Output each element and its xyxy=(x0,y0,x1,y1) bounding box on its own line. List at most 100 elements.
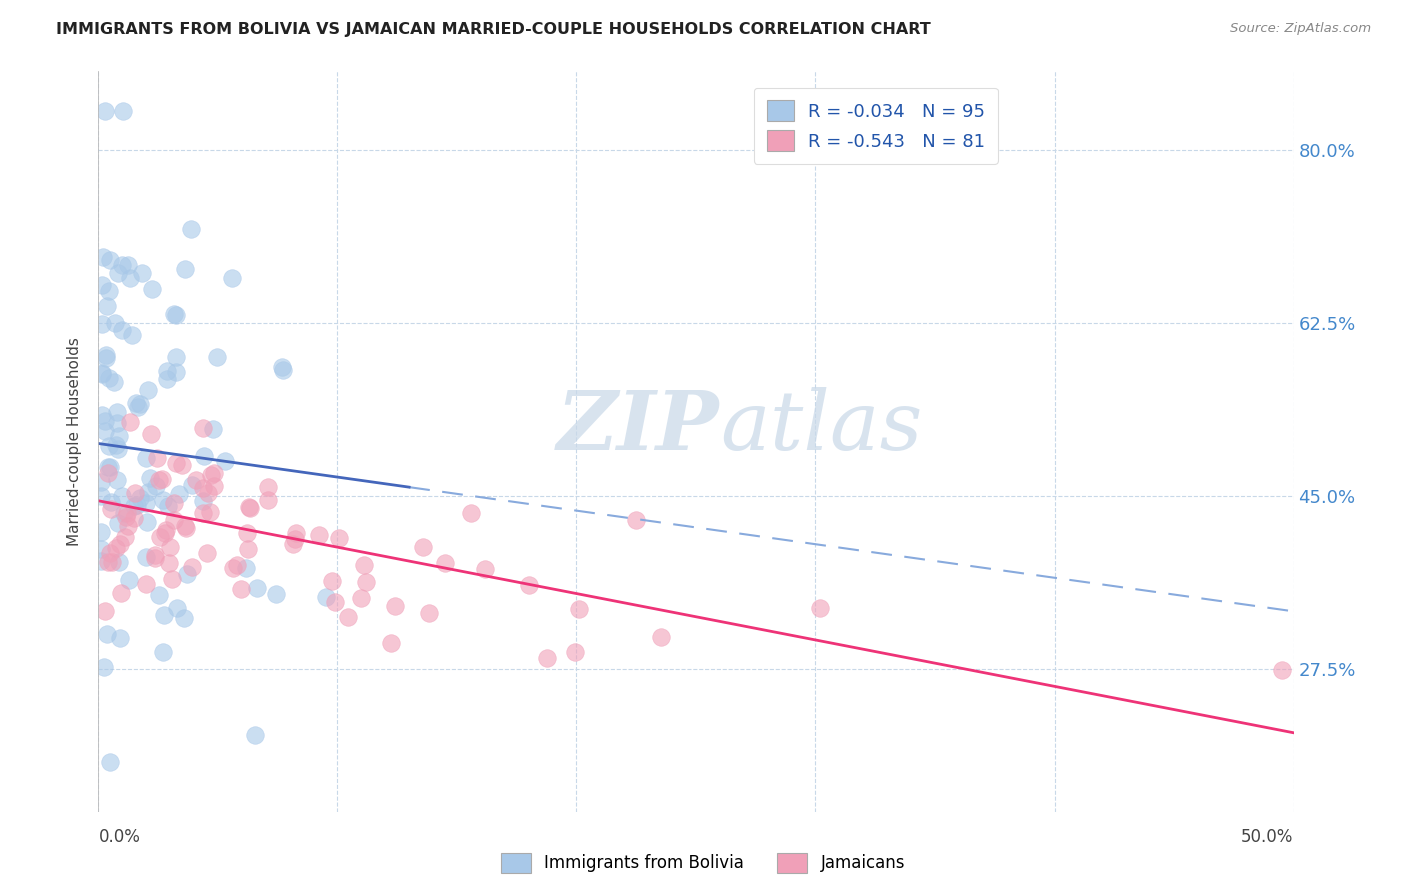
Point xyxy=(474,562,496,576)
Point xyxy=(97,460,120,475)
Point xyxy=(412,540,434,554)
Point xyxy=(90,317,112,331)
Point xyxy=(108,429,131,443)
Point xyxy=(174,519,197,533)
Point xyxy=(139,471,162,485)
Point xyxy=(174,521,197,535)
Point xyxy=(156,364,179,378)
Point xyxy=(105,473,128,487)
Point xyxy=(568,602,591,616)
Point xyxy=(239,501,262,516)
Point xyxy=(129,397,152,411)
Point xyxy=(104,438,127,452)
Text: 0.0%: 0.0% xyxy=(98,829,141,847)
Point xyxy=(323,595,346,609)
Point xyxy=(135,515,157,529)
Point xyxy=(100,555,122,569)
Point xyxy=(281,537,304,551)
Point xyxy=(433,556,456,570)
Point xyxy=(105,416,128,430)
Text: Source: ZipAtlas.com: Source: ZipAtlas.com xyxy=(1230,22,1371,36)
Point xyxy=(90,554,112,568)
Point xyxy=(98,459,121,474)
Point xyxy=(162,307,184,321)
Point xyxy=(236,526,259,541)
Point xyxy=(90,489,112,503)
Point xyxy=(103,375,125,389)
Point xyxy=(353,558,375,572)
Point xyxy=(97,555,120,569)
Point xyxy=(236,541,259,556)
Point xyxy=(271,363,294,377)
Point xyxy=(118,415,141,429)
Point xyxy=(128,491,150,505)
Point xyxy=(231,582,253,596)
Point xyxy=(136,383,159,397)
Point xyxy=(143,548,166,562)
Point xyxy=(131,266,153,280)
Point xyxy=(356,574,378,589)
Point xyxy=(808,601,831,615)
Point xyxy=(155,523,177,537)
Point xyxy=(150,472,173,486)
Point xyxy=(202,466,225,480)
Point xyxy=(135,577,157,591)
Point xyxy=(238,500,260,514)
Point xyxy=(180,560,202,574)
Point xyxy=(96,627,118,641)
Point xyxy=(257,492,280,507)
Point xyxy=(127,400,149,414)
Point xyxy=(163,495,186,509)
Point xyxy=(139,426,162,441)
Point xyxy=(91,367,114,381)
Point xyxy=(115,506,138,520)
Point xyxy=(148,473,170,487)
Point xyxy=(98,371,121,385)
Point xyxy=(108,537,131,551)
Point xyxy=(145,451,167,466)
Point xyxy=(418,606,440,620)
Point xyxy=(111,258,134,272)
Point xyxy=(271,359,294,374)
Point xyxy=(91,409,114,423)
Point xyxy=(193,506,215,520)
Point xyxy=(195,546,218,560)
Point xyxy=(214,453,236,467)
Point xyxy=(149,530,172,544)
Point xyxy=(235,560,257,574)
Point xyxy=(650,631,672,645)
Text: 50.0%: 50.0% xyxy=(1241,829,1294,847)
Point xyxy=(315,591,337,605)
Point xyxy=(91,250,114,264)
Text: ZIP: ZIP xyxy=(557,387,720,467)
Point xyxy=(93,660,115,674)
Point xyxy=(181,478,204,492)
Point xyxy=(165,456,187,470)
Point xyxy=(153,607,176,622)
Point xyxy=(135,451,157,466)
Point xyxy=(205,350,228,364)
Point xyxy=(107,442,129,456)
Point xyxy=(145,479,167,493)
Point xyxy=(115,510,138,524)
Point xyxy=(117,258,139,272)
Point xyxy=(221,271,243,285)
Point xyxy=(98,439,121,453)
Point xyxy=(173,611,195,625)
Point xyxy=(98,252,121,267)
Point xyxy=(122,511,145,525)
Point xyxy=(166,600,188,615)
Point xyxy=(180,222,202,236)
Point xyxy=(165,365,187,379)
Point xyxy=(200,468,222,483)
Point xyxy=(111,489,134,503)
Point xyxy=(98,756,121,770)
Point xyxy=(94,103,117,118)
Point xyxy=(152,493,174,508)
Point xyxy=(186,473,208,487)
Point xyxy=(90,542,112,557)
Point xyxy=(170,458,193,473)
Point xyxy=(148,588,170,602)
Legend: R = -0.034   N = 95, R = -0.543   N = 81: R = -0.034 N = 95, R = -0.543 N = 81 xyxy=(754,87,998,164)
Point xyxy=(202,479,225,493)
